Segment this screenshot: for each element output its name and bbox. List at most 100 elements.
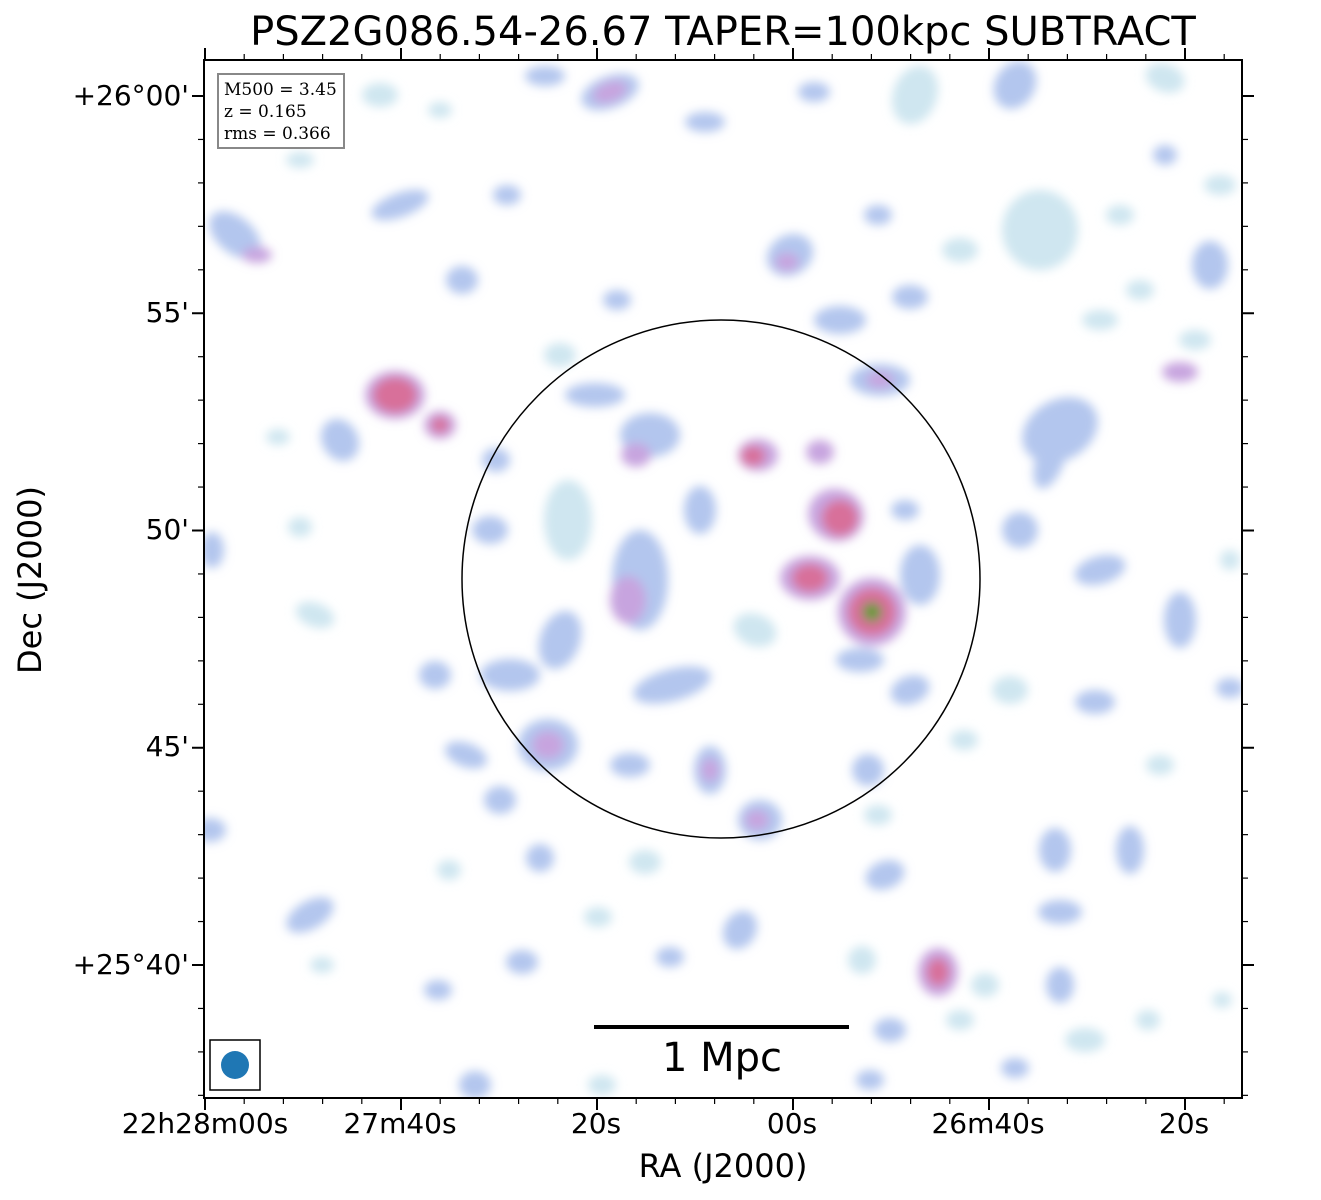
emission-blob bbox=[1106, 205, 1134, 225]
emission-blob bbox=[890, 675, 930, 705]
emission-blob bbox=[927, 958, 949, 986]
emission-blob bbox=[428, 102, 452, 118]
y-tick-label: +26°00' bbox=[72, 79, 189, 112]
emission-blob bbox=[480, 659, 540, 691]
y-tick-label: 50' bbox=[145, 513, 189, 546]
emission-blob bbox=[310, 957, 334, 973]
emission-blob bbox=[1145, 63, 1185, 93]
y-tick-label: +25°40' bbox=[72, 948, 189, 981]
emission-blob bbox=[701, 758, 719, 782]
emission-blob bbox=[286, 897, 334, 933]
emission-blob bbox=[1146, 755, 1174, 775]
rms-label: rms = 0.366 bbox=[224, 124, 331, 144]
emission-blob bbox=[295, 601, 335, 629]
emission-blob bbox=[792, 564, 828, 592]
y-tick-label: 45' bbox=[145, 730, 189, 763]
emission-blob bbox=[971, 973, 999, 997]
emission-blob bbox=[656, 947, 684, 967]
plot-frame bbox=[203, 59, 1243, 1099]
emission-blob bbox=[775, 253, 799, 271]
y-axis-label: Dec (J2000) bbox=[11, 486, 49, 674]
emission-blob bbox=[1162, 362, 1198, 382]
emission-blob bbox=[852, 754, 884, 786]
emission-blob bbox=[798, 82, 830, 102]
emission-blob bbox=[685, 112, 725, 132]
emission-blob bbox=[373, 377, 417, 413]
x-axis-label: RA (J2000) bbox=[638, 1147, 808, 1185]
axis-ticks bbox=[192, 48, 1254, 1110]
emission-blob bbox=[722, 910, 758, 950]
emission-blob bbox=[1164, 592, 1196, 648]
emission-blob bbox=[891, 65, 939, 125]
emission-blob bbox=[814, 306, 866, 334]
emission-blob bbox=[538, 610, 582, 670]
emission-blob bbox=[266, 429, 290, 445]
emission-blob bbox=[320, 418, 360, 462]
emission-blob bbox=[242, 247, 272, 263]
x-tick-label: 00s bbox=[766, 1107, 818, 1140]
emission-blob bbox=[836, 648, 884, 672]
emission-blob bbox=[866, 372, 894, 388]
emission-blob bbox=[992, 676, 1028, 704]
emission-map bbox=[204, 61, 1242, 1098]
x-tick-label: 20s bbox=[1158, 1107, 1210, 1140]
emission-blob bbox=[684, 486, 716, 534]
emission-blob bbox=[544, 480, 592, 560]
emission-blob bbox=[1022, 214, 1058, 246]
emission-blob bbox=[584, 907, 612, 927]
emission-blob bbox=[592, 80, 628, 104]
emission-blob bbox=[1126, 280, 1154, 300]
y-tick-label: 55' bbox=[145, 296, 189, 329]
emission-blob bbox=[1216, 678, 1242, 698]
emission-blob bbox=[1116, 826, 1144, 874]
emission-blob bbox=[856, 1070, 884, 1090]
emission-blob bbox=[610, 576, 646, 624]
emission-blob bbox=[1038, 900, 1082, 924]
info-box: M500 = 3.45 z = 0.165 rms = 0.366 bbox=[217, 73, 345, 149]
emission-blob bbox=[633, 666, 711, 704]
emission-blob bbox=[1192, 241, 1228, 289]
emission-blob bbox=[1220, 550, 1240, 570]
emission-blob bbox=[424, 980, 452, 1000]
emission-blob bbox=[1204, 175, 1236, 195]
emission-blob bbox=[1212, 992, 1232, 1008]
emission-blob bbox=[1033, 431, 1067, 489]
emission-blob bbox=[437, 860, 461, 880]
emission-blob bbox=[900, 545, 940, 605]
emission-blob bbox=[1039, 828, 1071, 872]
figure-title: PSZ2G086.54-26.67 TAPER=100kpc SUBTRACT bbox=[250, 9, 1196, 55]
emission-blob bbox=[865, 860, 905, 890]
emission-blob bbox=[874, 1018, 906, 1042]
x-tick-label: 27m40s bbox=[343, 1107, 457, 1140]
emission-blob bbox=[446, 266, 478, 294]
emission-blob bbox=[472, 516, 508, 544]
emission-blob bbox=[864, 205, 892, 225]
emission-blob bbox=[1153, 145, 1177, 165]
emission-blob bbox=[482, 448, 510, 472]
emission-blob bbox=[621, 443, 651, 467]
emission-blob bbox=[1065, 1028, 1105, 1052]
emission-blob bbox=[588, 1075, 616, 1095]
emission-blob bbox=[371, 189, 429, 221]
redshift-label: z = 0.165 bbox=[224, 102, 307, 122]
emission-blob bbox=[892, 285, 928, 309]
emission-blob bbox=[204, 532, 224, 568]
emission-blob bbox=[1074, 554, 1126, 586]
emission-blob bbox=[864, 805, 892, 825]
emission-blob bbox=[950, 730, 978, 750]
mass-label: M500 = 3.45 bbox=[224, 80, 337, 100]
emission-blob bbox=[204, 818, 226, 842]
emission-blob bbox=[1001, 1058, 1029, 1078]
emission-blob bbox=[431, 417, 449, 433]
emission-blob bbox=[1179, 330, 1211, 350]
emission-blob bbox=[1075, 690, 1115, 714]
emission-blob bbox=[629, 850, 661, 874]
r500-circle bbox=[461, 319, 981, 839]
emission-blob bbox=[288, 517, 312, 537]
emission-blob bbox=[444, 741, 488, 769]
emission-blob bbox=[1136, 1010, 1160, 1030]
emission-blob bbox=[862, 602, 882, 622]
emission-blob bbox=[1002, 512, 1038, 548]
x-tick-label: 26m40s bbox=[931, 1107, 1045, 1140]
